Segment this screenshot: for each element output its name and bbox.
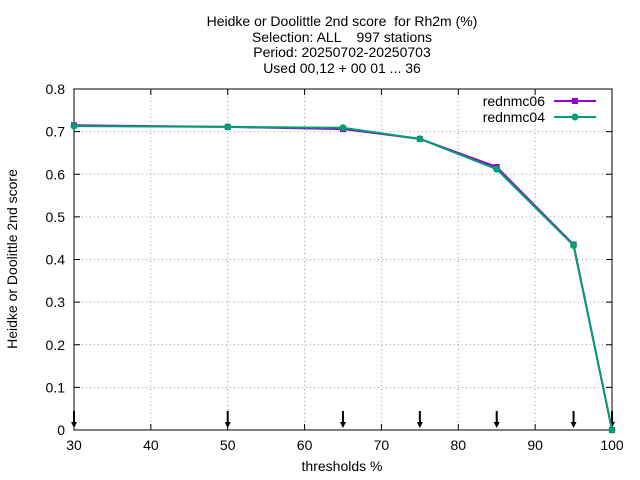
legend-swatch-marker [572,98,578,104]
series-line [73,125,613,431]
data-point [70,122,78,130]
chart-title-line-4: Used 00,12 + 00 01 ... 36 [263,60,421,76]
x-axis-label: thresholds % [302,458,383,474]
data-point [416,135,424,143]
x-tick-label: 70 [374,437,390,453]
threshold-marker [224,411,231,428]
series-line [73,124,613,431]
data-point [570,241,578,249]
threshold-marker [416,411,423,428]
x-tick-label: 30 [66,437,82,453]
threshold-markers [71,411,615,428]
legend-swatch-marker [571,113,579,121]
y-tick-label: 0.3 [46,294,66,310]
chart-title-line-3: Period: 20250702-20250703 [253,44,431,60]
axis-ticks: 30 40 50 60 70 80 90 100 0 0.1 0.2 0.3 0.4 0.5 0.6 0.7 0… [46,81,624,453]
data-point [339,124,347,132]
y-tick-label: 0.8 [46,81,66,97]
legend-label: rednmc06 [483,93,545,109]
data-point [224,123,232,131]
data-point [608,426,616,434]
y-tick-label: 0.6 [46,166,66,182]
y-tick-label: 0.5 [46,209,66,225]
threshold-marker [570,411,577,428]
legend-entry: rednmc04 [483,109,596,125]
chart-title-line-2: Selection: ALL 997 stations [251,29,433,45]
x-tick-label: 40 [143,437,159,453]
plot-frame [73,88,613,431]
x-tick-label: 100 [600,437,624,453]
x-tick-label: 50 [220,437,236,453]
y-tick-label: 0 [57,422,65,438]
y-tick-label: 0.1 [46,379,66,395]
series-layer [70,122,616,434]
x-tick-label: 60 [297,437,313,453]
series-rednmc04 [70,122,616,434]
legend-entry: rednmc06 [483,93,596,109]
y-tick-label: 0.2 [46,337,66,353]
x-tick-label: 80 [450,437,466,453]
x-tick-label: 90 [527,437,543,453]
threshold-marker [340,411,346,428]
y-axis-label: Heidke or Doolittle 2nd score [4,169,20,349]
threshold-marker [493,411,500,428]
threshold-marker [71,411,77,428]
grid-lines [74,89,612,430]
data-point [493,165,501,173]
legend-label: rednmc04 [483,109,545,125]
chart-title-line-1: Heidke or Doolittle 2nd score for Rh2m (… [206,13,478,29]
y-tick-label: 0.4 [46,252,66,268]
series-rednmc06 [71,122,615,433]
y-tick-label: 0.7 [46,124,66,140]
